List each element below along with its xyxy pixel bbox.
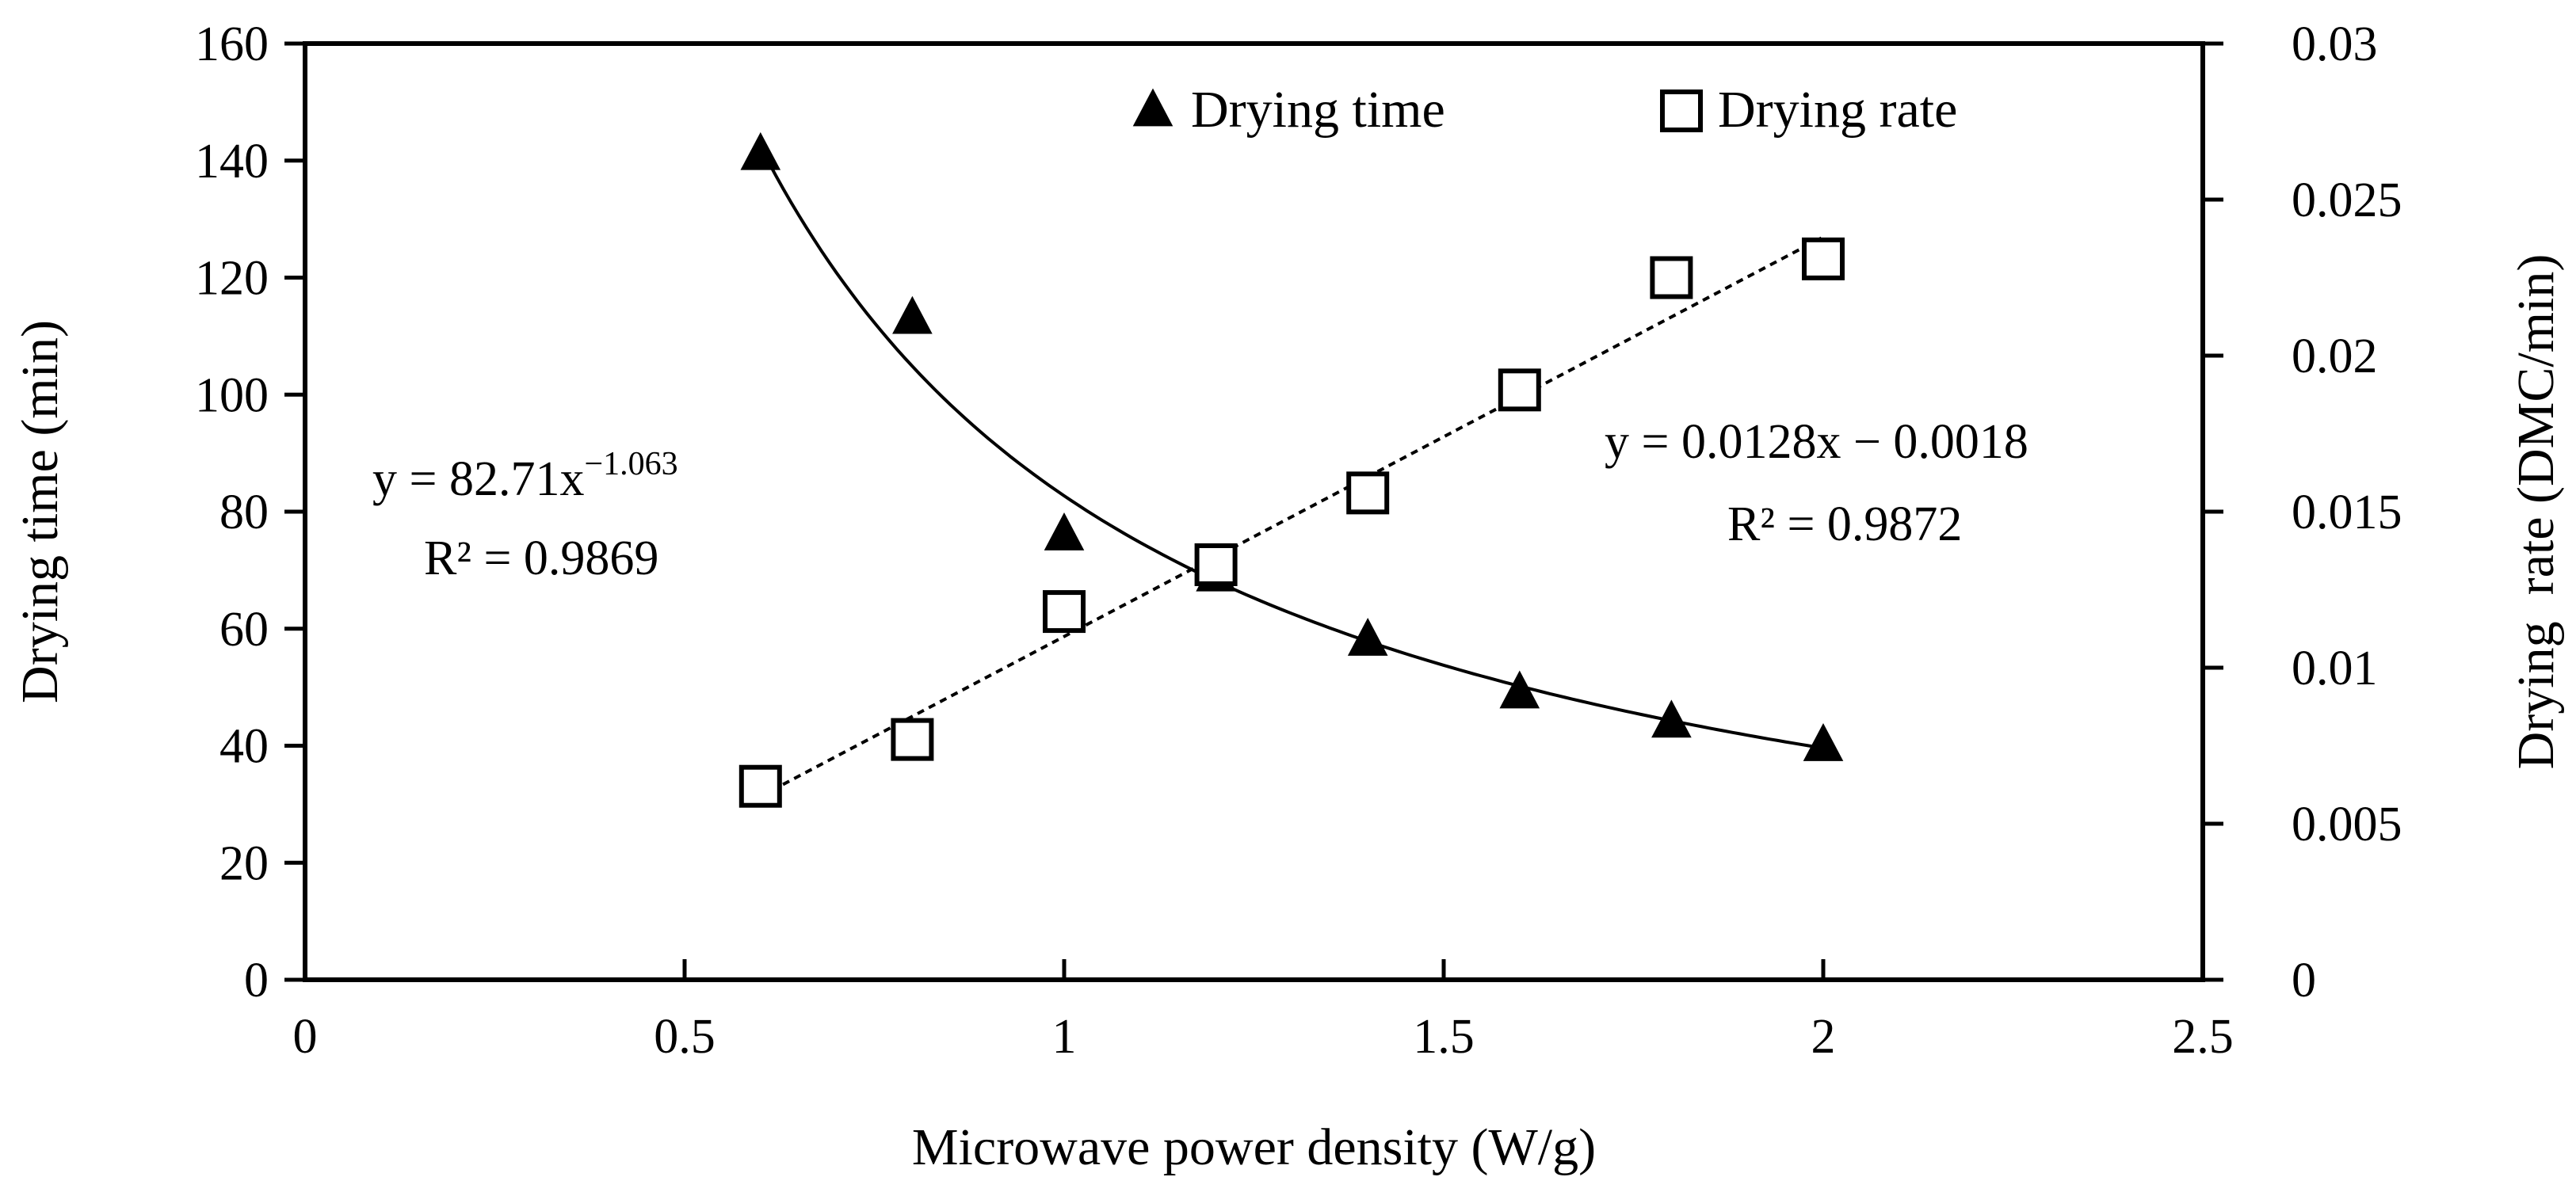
power-fit-equation-exponent: −1.063 xyxy=(584,446,677,482)
x-tick-label: 2 xyxy=(1811,1010,1836,1064)
data-marks xyxy=(738,131,1845,808)
drying-time-point xyxy=(1803,722,1844,761)
y-right-axis-title: Drying rate (DMC/min) xyxy=(2507,254,2565,770)
linear-fit-equation: y = 0.0128x − 0.0018 xyxy=(1605,415,2028,469)
drying-rate-point xyxy=(1802,237,1845,280)
drying-time-point xyxy=(892,295,933,334)
power-fit-equation: y = 82.71x−1.063 xyxy=(372,446,678,506)
drying-rate-point xyxy=(738,764,782,808)
legend-label-drying-rate: Drying rate xyxy=(1718,81,1957,139)
x-axis-title: Microwave power density (W/g) xyxy=(912,1118,1596,1176)
drying-rate-point xyxy=(1194,543,1238,586)
y-right-tick-label: 0.03 xyxy=(2292,17,2378,71)
y-left-tick-label: 20 xyxy=(219,836,269,890)
y-left-tick-label: 40 xyxy=(219,720,269,774)
axes xyxy=(284,41,2223,982)
drying-time-point xyxy=(1044,512,1085,550)
x-tick-label: 2.5 xyxy=(2172,1010,2234,1064)
drying-rate-point xyxy=(1346,471,1390,515)
y-right-tick-label: 0.015 xyxy=(2292,486,2402,539)
y-left-tick-label: 60 xyxy=(219,603,269,657)
drying-time-point xyxy=(740,131,781,170)
y-left-tick-label: 120 xyxy=(195,252,269,306)
x-tick-label: 0.5 xyxy=(654,1010,716,1064)
y-left-tick-label: 160 xyxy=(195,17,269,71)
drying-rate-point xyxy=(1650,256,1693,299)
legend: Drying time Drying rate xyxy=(1132,81,1957,139)
drying-time-point xyxy=(1347,618,1388,656)
drying-rate-point xyxy=(1498,368,1541,412)
y-right-tick-label: 0.01 xyxy=(2292,642,2378,695)
legend-marker-drying-time xyxy=(1132,88,1174,127)
labels: 0 0.5 1 1.5 2 2.5 0 20 40 60 80 100 120 140 160 0 0.005 0… xyxy=(11,17,2565,1176)
drying-time-point xyxy=(1651,699,1692,738)
legend-label-drying-time: Drying time xyxy=(1191,81,1445,139)
power-fit-curve xyxy=(759,146,1824,750)
y-left-axis-title: Drying time (min) xyxy=(11,320,69,703)
y-right-tick-label: 0.005 xyxy=(2292,798,2402,851)
y-right-tick-label: 0.025 xyxy=(2292,173,2402,227)
fit-lines xyxy=(759,146,1824,798)
drying-rate-point xyxy=(891,718,934,761)
linear-fit-line xyxy=(759,235,1824,798)
linear-fit-r2: R² = 0.9872 xyxy=(1727,497,1962,551)
y-right-tick-label: 0 xyxy=(2292,954,2316,1007)
drying-rate-point xyxy=(1043,590,1086,634)
y-right-tick-label: 0.02 xyxy=(2292,329,2378,383)
power-fit-equation-base: y = 82.71x xyxy=(372,452,584,506)
legend-marker-drying-rate xyxy=(1660,90,1703,132)
y-left-tick-label: 100 xyxy=(195,368,269,422)
power-fit-r2: R² = 0.9869 xyxy=(424,531,658,585)
x-tick-label: 1 xyxy=(1052,1010,1077,1064)
y-left-tick-label: 80 xyxy=(219,486,269,539)
x-tick-label: 1.5 xyxy=(1413,1010,1475,1064)
drying-time-point xyxy=(1499,670,1540,709)
y-left-tick-label: 0 xyxy=(244,954,269,1007)
y-left-tick-label: 140 xyxy=(195,135,269,189)
x-tick-label: 0 xyxy=(293,1010,318,1064)
